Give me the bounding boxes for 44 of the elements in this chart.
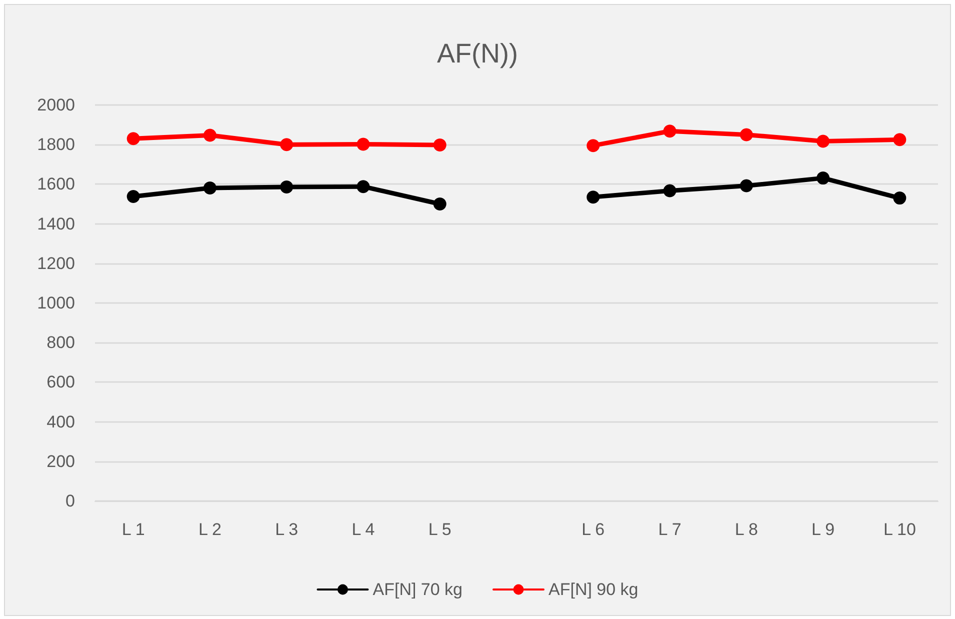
point bbox=[280, 180, 294, 194]
y-tick-label: 0 bbox=[66, 492, 75, 510]
y-tick-label: 1400 bbox=[37, 214, 75, 234]
y-tick-label: 1600 bbox=[37, 174, 75, 194]
point bbox=[740, 128, 753, 142]
x-tick-label: L 6 bbox=[582, 520, 605, 539]
x-tick-label: L 8 bbox=[734, 520, 758, 539]
point bbox=[663, 184, 676, 198]
point bbox=[433, 198, 446, 210]
point bbox=[816, 172, 830, 185]
point bbox=[893, 192, 906, 205]
x-tick-label: L 2 bbox=[198, 520, 222, 539]
legend-label: AF[N] 70 kg bbox=[372, 580, 463, 599]
x-tick-label: L 9 bbox=[812, 520, 835, 539]
chart-title: AF(N)) bbox=[437, 38, 518, 68]
point bbox=[126, 190, 140, 203]
point bbox=[433, 138, 446, 152]
x-tick-label: L 1 bbox=[122, 520, 145, 539]
point bbox=[126, 132, 140, 146]
y-tick-label: 1000 bbox=[37, 294, 75, 312]
point bbox=[356, 138, 370, 151]
point bbox=[893, 133, 906, 146]
y-tick-label: 1800 bbox=[37, 135, 75, 154]
point bbox=[816, 134, 830, 148]
y-tick-label: 600 bbox=[46, 372, 75, 392]
y-tick-label: 1200 bbox=[37, 254, 75, 273]
point bbox=[280, 138, 294, 152]
y-tick-label: 2000 bbox=[37, 96, 75, 114]
legend-label: AF[N] 90 kg bbox=[548, 580, 638, 599]
x-tick-label: L 4 bbox=[352, 520, 375, 539]
point bbox=[740, 179, 753, 192]
x-tick-label: L 10 bbox=[883, 520, 916, 539]
x-tick-label: L 5 bbox=[428, 520, 452, 539]
x-tick-label: L 3 bbox=[275, 520, 298, 539]
point bbox=[203, 128, 216, 142]
point bbox=[663, 124, 676, 138]
point bbox=[356, 180, 370, 194]
y-tick-label: 200 bbox=[46, 452, 75, 471]
point bbox=[586, 139, 600, 152]
point bbox=[586, 190, 600, 204]
y-tick-label: 400 bbox=[46, 412, 75, 432]
y-tick-label: 800 bbox=[46, 333, 75, 352]
x-tick-label: L 7 bbox=[658, 520, 682, 539]
point bbox=[203, 181, 216, 194]
